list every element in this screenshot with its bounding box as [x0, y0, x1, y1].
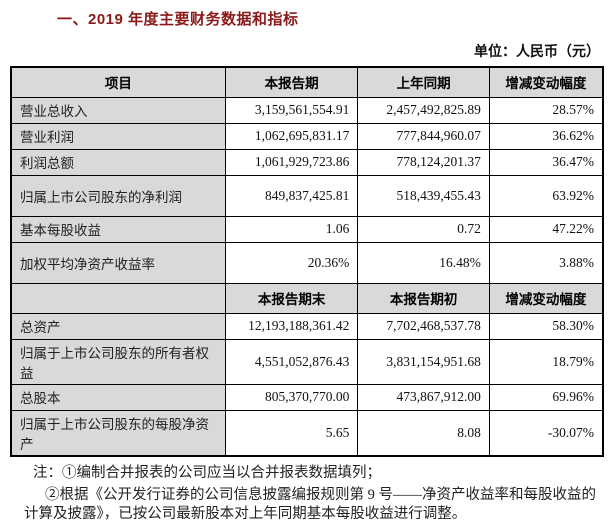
row-label-cell: 归属上市公司股东的净利润: [10, 174, 226, 217]
value-cell: 1.06: [224, 215, 359, 243]
value-cell: 28.57%: [488, 96, 604, 124]
row-label-cell: 归属于上市公司股东的所有者权益: [10, 338, 226, 385]
row-label-cell: 总股本: [10, 383, 226, 411]
header-cell-change: 增减变动幅度: [488, 66, 604, 98]
value-cell: 69.96%: [488, 383, 604, 411]
value-cell: 473,867,912.00: [357, 383, 490, 411]
value-cell: -30.07%: [488, 409, 604, 456]
unit-label: 单位：人民币（元）: [474, 43, 600, 59]
value-cell: 12,193,188,361.42: [224, 312, 359, 340]
table-row: 营业利润 1,062,695,831.17 777,844,960.07 36.…: [10, 122, 604, 150]
report-page: 一、2019 年度主要财务数据和指标 单位：人民币（元） 项目 本报告期 上年同…: [0, 8, 614, 522]
table1-header-row: 项目 本报告期 上年同期 增减变动幅度: [10, 66, 604, 98]
header-cell-current-period: 本报告期: [224, 66, 359, 98]
note-1: 注：①编制合并报表的公司应当以合并报表数据填列；: [33, 464, 381, 481]
header-cell-period-begin: 本报告期初: [357, 282, 490, 314]
row-label-cell: 营业利润: [10, 122, 226, 150]
value-cell: 805,370,770.00: [224, 383, 359, 411]
section-title: 一、2019 年度主要财务数据和指标: [57, 11, 299, 28]
header-cell-period-end: 本报告期末: [224, 282, 359, 314]
table-row: 总资产 12,193,188,361.42 7,702,468,537.78 5…: [10, 312, 604, 340]
value-cell: 47.22%: [488, 215, 604, 243]
value-cell: 3,831,154,951.68: [357, 338, 490, 385]
value-cell: 777,844,960.07: [357, 122, 490, 150]
footnotes: 注：①编制合并报表的公司应当以合并报表数据填列； ②根据《公开发行证券的公司信息…: [0, 464, 614, 524]
table-row: 总股本 805,370,770.00 473,867,912.00 69.96%: [10, 383, 604, 411]
financial-indicators-table: 项目 本报告期 上年同期 增减变动幅度 营业总收入 3,159,561,554.…: [10, 66, 604, 457]
value-cell: 3,159,561,554.91: [224, 96, 359, 124]
header-cell-empty: [10, 282, 226, 314]
value-cell: 5.65: [224, 409, 359, 456]
table-row: 归属于上市公司股东的每股净资产 5.65 8.08 -30.07%: [10, 409, 604, 456]
row-label-cell: 归属于上市公司股东的每股净资产: [10, 409, 226, 456]
value-cell: 3.88%: [488, 241, 604, 284]
header-cell-change: 增减变动幅度: [488, 282, 604, 314]
value-cell: 4,551,052,876.43: [224, 338, 359, 385]
value-cell: 16.48%: [357, 241, 490, 284]
note-2: ②根据《公开发行证券的公司信息披露编报规则第 9 号——净资产收益率和每股收益的…: [24, 486, 596, 522]
table-row: 基本每股收益 1.06 0.72 47.22%: [10, 215, 604, 243]
table-row: 营业总收入 3,159,561,554.91 2,457,492,825.89 …: [10, 96, 604, 124]
table-row: 归属上市公司股东的净利润 849,837,425.81 518,439,455.…: [10, 174, 604, 217]
header-cell-item: 项目: [10, 66, 226, 98]
value-cell: 849,837,425.81: [224, 174, 359, 217]
table-row: 归属于上市公司股东的所有者权益 4,551,052,876.43 3,831,1…: [10, 338, 604, 385]
value-cell: 8.08: [357, 409, 490, 456]
value-cell: 1,061,929,723.86: [224, 148, 359, 176]
value-cell: 7,702,468,537.78: [357, 312, 490, 340]
value-cell: 36.47%: [488, 148, 604, 176]
row-label-cell: 加权平均净资产收益率: [10, 241, 226, 284]
value-cell: 58.30%: [488, 312, 604, 340]
row-label-cell: 营业总收入: [10, 96, 226, 124]
table2-header-row: 本报告期末 本报告期初 增减变动幅度: [10, 282, 604, 314]
value-cell: 2,457,492,825.89: [357, 96, 490, 124]
value-cell: 20.36%: [224, 241, 359, 284]
value-cell: 18.79%: [488, 338, 604, 385]
value-cell: 63.92%: [488, 174, 604, 217]
value-cell: 518,439,455.43: [357, 174, 490, 217]
value-cell: 36.62%: [488, 122, 604, 150]
row-label-cell: 利润总额: [10, 148, 226, 176]
header-cell-prior-period: 上年同期: [357, 66, 490, 98]
value-cell: 1,062,695,831.17: [224, 122, 359, 150]
table-row: 利润总额 1,061,929,723.86 778,124,201.37 36.…: [10, 148, 604, 176]
row-label-cell: 总资产: [10, 312, 226, 340]
table-row: 加权平均净资产收益率 20.36% 16.48% 3.88%: [10, 241, 604, 284]
value-cell: 778,124,201.37: [357, 148, 490, 176]
value-cell: 0.72: [357, 215, 490, 243]
row-label-cell: 基本每股收益: [10, 215, 226, 243]
